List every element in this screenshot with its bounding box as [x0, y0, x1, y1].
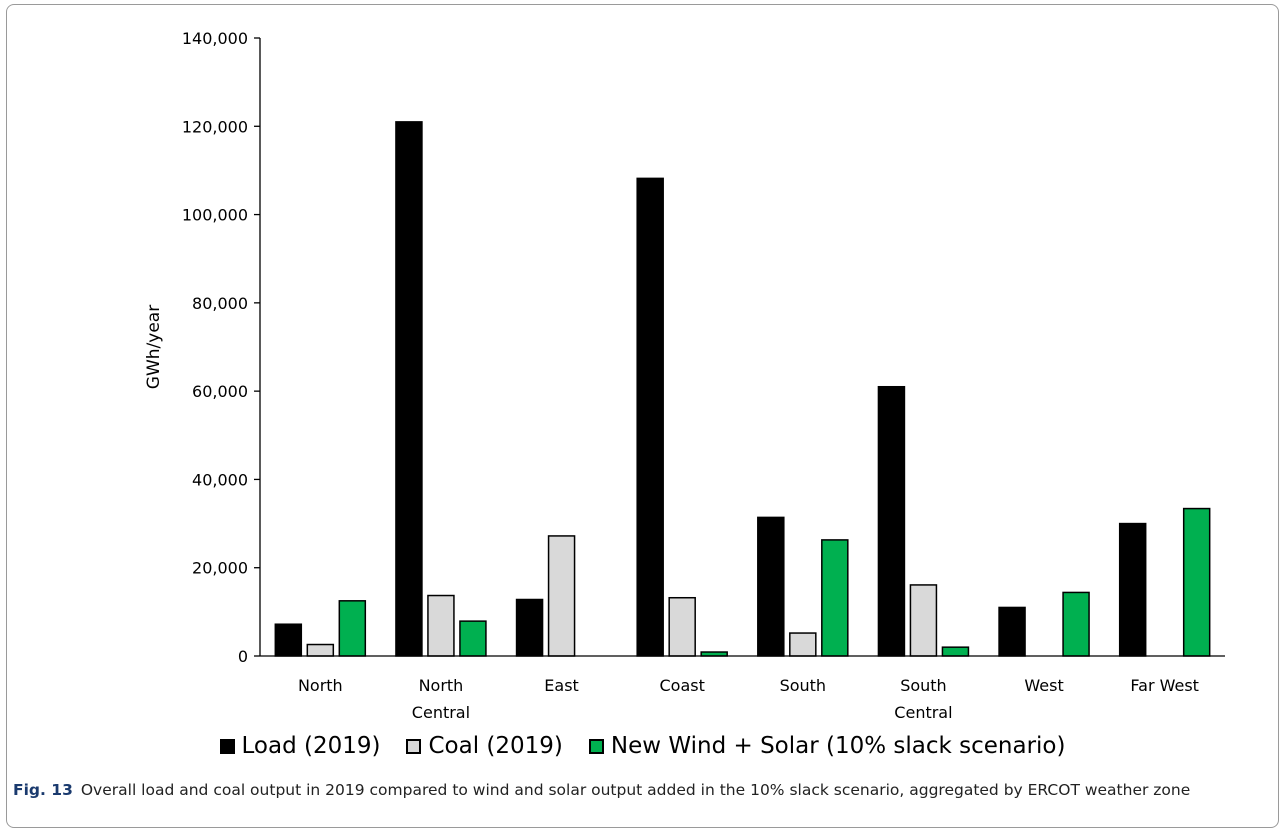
bar-wind-solar	[941, 646, 970, 657]
y-tick-label: 60,000	[192, 382, 248, 401]
legend-item: New Wind + Solar (10% slack scenario)	[588, 733, 1066, 759]
x-tick-label: North Central	[412, 676, 470, 722]
bar-wind-solar	[821, 539, 849, 657]
x-tick-label: West	[1024, 676, 1063, 695]
bar-wind-solar	[1062, 591, 1090, 657]
legend-swatch	[588, 738, 604, 754]
bar-load	[1118, 522, 1147, 657]
bar-load	[515, 598, 544, 657]
bar-wind-solar	[1182, 507, 1211, 657]
caption-label: Fig. 13	[13, 781, 73, 799]
y-tick-label: 140,000	[182, 29, 248, 48]
bar-load	[274, 623, 303, 657]
legend-item: Coal (2019)	[406, 733, 563, 759]
y-tick-label: 40,000	[192, 470, 248, 489]
legend-label: Load (2019)	[241, 733, 381, 759]
legend-swatch	[406, 738, 422, 754]
bar-load	[395, 121, 423, 657]
y-tick-label: 120,000	[182, 117, 248, 136]
legend-item: Load (2019)	[219, 733, 381, 759]
bar-chart: 0 20,000 40,000 60,000 80,000 100,000 120,000 1…	[144, 29, 1225, 722]
x-tick-label: East	[544, 676, 579, 695]
bar-wind-solar	[459, 620, 487, 657]
figure-caption: Fig. 13 Overall load and coal output in 2…	[13, 780, 1263, 801]
bar-wind-solar	[338, 600, 367, 657]
y-axis: 0 20,000 40,000 60,000 80,000 100,000 120,000 1…	[182, 29, 261, 666]
bar-coal	[306, 643, 335, 657]
bar-coal	[668, 596, 696, 657]
legend: Load (2019) Coal (2019) New Wind + Solar (…	[0, 733, 1285, 759]
x-tick-label: Coast	[660, 676, 705, 695]
legend-swatch	[219, 738, 235, 754]
x-axis: North North Central East Coast South South Cent…	[260, 655, 1225, 722]
x-tick-label: North	[298, 676, 343, 695]
y-tick-label: 20,000	[192, 559, 248, 578]
bar-coal	[789, 632, 817, 657]
y-tick-label: 0	[238, 647, 248, 666]
x-tick-label: Far West	[1130, 676, 1199, 695]
bar-coal	[547, 535, 576, 657]
y-tick-label: 80,000	[192, 294, 248, 313]
y-tick-label: 100,000	[182, 206, 248, 225]
bars	[274, 121, 1211, 657]
bar-coal	[427, 594, 455, 657]
bar-coal	[909, 584, 938, 657]
legend-label: Coal (2019)	[428, 733, 563, 759]
bar-load	[998, 606, 1026, 657]
bar-load	[757, 516, 785, 657]
y-axis-title: GWh/year	[144, 305, 164, 389]
legend-label: New Wind + Solar (10% slack scenario)	[610, 733, 1066, 759]
x-tick-label: South Central	[894, 676, 952, 722]
x-tick-label: South	[780, 676, 827, 695]
bar-load	[636, 177, 664, 657]
caption-text: Overall load and coal output in 2019 com…	[80, 781, 1191, 799]
bar-load	[877, 385, 906, 657]
